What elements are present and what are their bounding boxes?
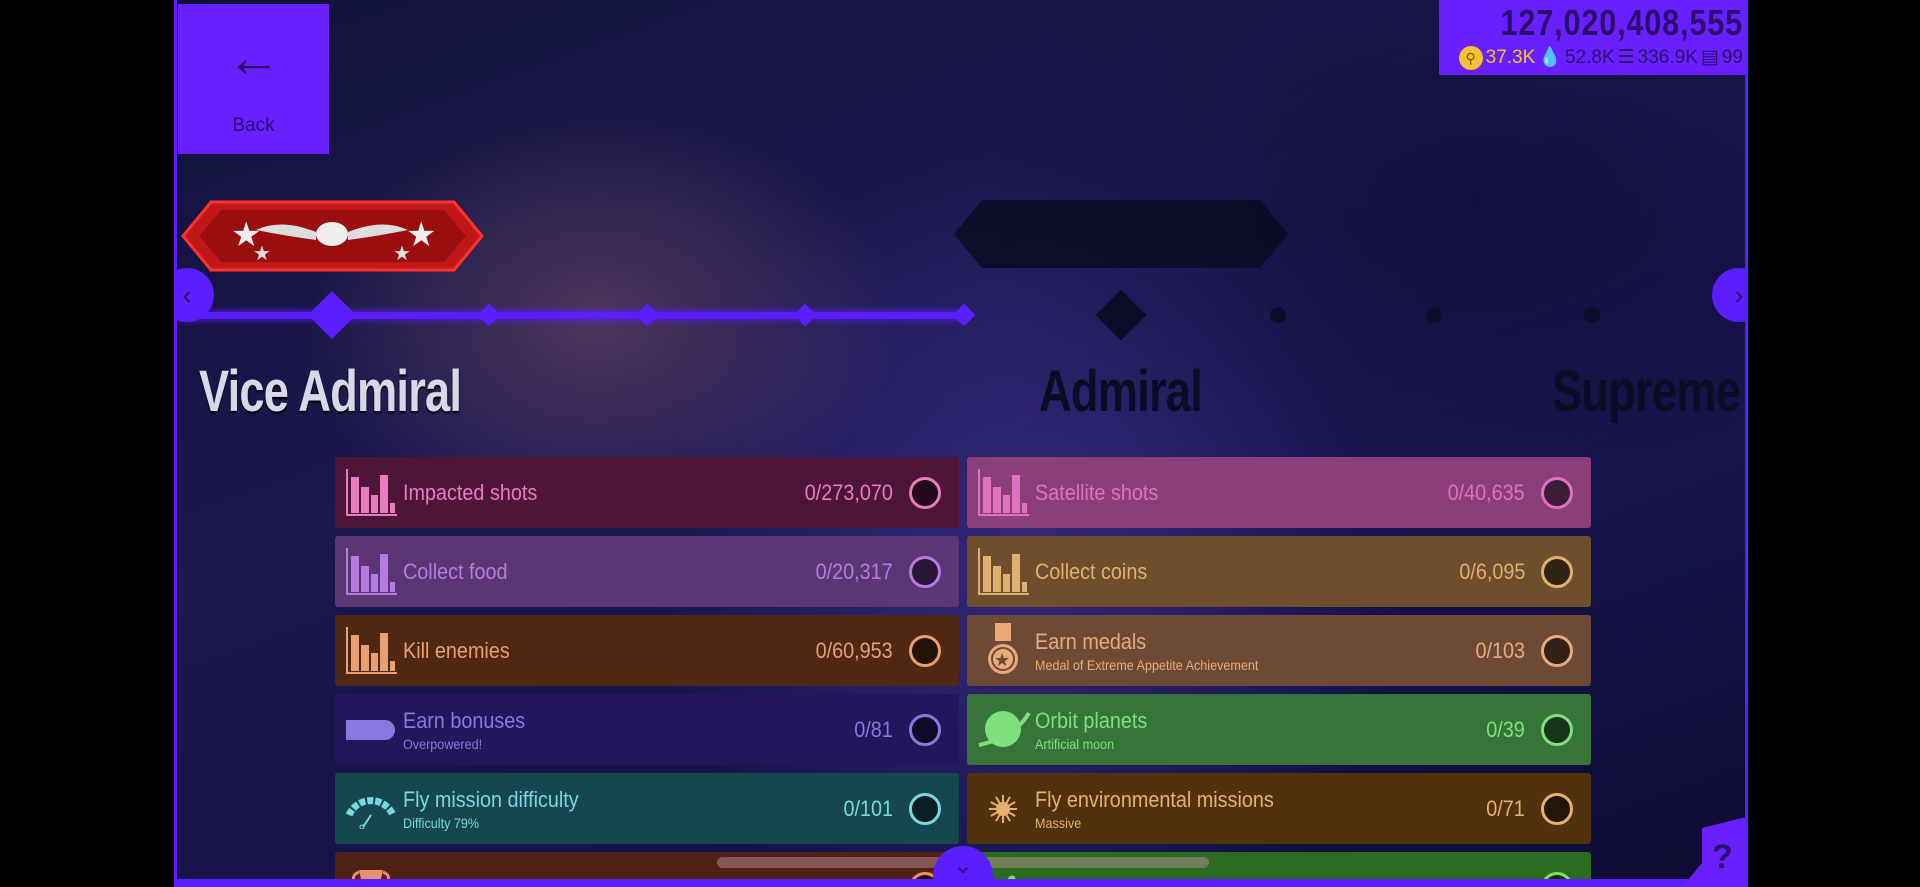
mission-subtitle: Massive [1035,814,1082,831]
mission-title: Earn medals [1035,628,1147,654]
drop-icon: 💧 [1538,47,1562,68]
mission-title: Impacted shots [403,479,538,505]
mission-card[interactable]: Impacted shots 0/273,070 [335,457,959,528]
currency-panel: 127,020,408,555 ⚲ 37.3K 💧 52.8K ☰ 336.9K ▤ 9… [1439,0,1745,75]
mission-title: Orbit planets [1035,707,1148,733]
mission-title: Earn bonuses [403,707,526,733]
mission-progress: 0/6,095 [1458,558,1525,584]
pill-bar-icon [343,702,399,758]
planet-icon [975,702,1031,758]
mission-card[interactable]: ★ Earn medals Medal of Extreme Appetite A… [967,615,1591,686]
next-rank-title: Admiral [1039,359,1203,424]
mission-subtitle: Medal of Extreme Appetite Achievement [1035,656,1259,673]
back-button[interactable]: ← Back [178,4,329,154]
mission-card[interactable]: Fly environmental missions Massive 0/71 [967,773,1591,844]
food-count: 336.9K [1637,47,1698,68]
vice-admiral-rank-badge: ★ ★ ★ ★ [181,200,484,272]
sun-icon [975,781,1031,837]
mission-card[interactable]: Fly mission difficulty Difficulty 79% 0/1… [335,773,959,844]
completion-circle-icon [1541,634,1573,667]
mission-progress: 0/273,070 [804,479,893,505]
completion-circle-icon [909,555,941,588]
completion-circle-icon [1541,476,1573,509]
mission-progress: 0/81 [854,716,893,742]
mission-progress: 0/101 [843,795,893,821]
rank-milestone-marker [307,290,357,340]
progress-step-marker [635,303,659,327]
mission-progress: 0/60,953 [815,637,893,663]
completion-circle-icon [1541,792,1573,825]
bar-chart-icon [343,623,399,679]
drops-count: 52.8K [1564,47,1615,68]
chevron-down-icon: ⌄ [952,852,974,879]
mission-subtitle: Difficulty 79% [403,814,480,831]
svg-text:★: ★ [406,216,436,254]
svg-text:★: ★ [231,216,261,254]
medal-icon: ★ [975,622,1031,679]
total-score: 127,020,408,555 [1500,2,1743,43]
admiral-rank-badge-locked [954,200,1288,268]
mission-card[interactable]: Collect coins 0/6,095 [967,536,1591,607]
arrow-left-icon: ← [226,28,281,88]
cards-icon: ▤ [1700,47,1719,68]
progress-step-marker [793,303,817,327]
back-label: Back [232,115,275,136]
mission-progress: 0/71 [1486,795,1525,821]
mission-progress: 0/103 [1475,637,1525,663]
bar-chart-icon [975,544,1031,600]
future-rank-title: Supreme [1552,359,1741,424]
progress-step-marker-locked [1580,303,1604,327]
rank-progress-track [177,312,964,319]
help-button[interactable]: ? [1682,818,1748,887]
bar-chart-icon [343,544,399,600]
mission-title: Fly mission difficulty [403,786,579,812]
rank-milestone-marker-locked [1095,289,1147,341]
completion-circle-icon [1541,555,1573,588]
progress-step-marker-locked [1422,303,1446,327]
mission-subtitle: Artificial moon [1035,735,1115,752]
mission-card[interactable]: Collect food 0/20,317 [335,536,959,607]
mission-progress: 0/20,317 [815,558,893,584]
completion-circle-icon [909,792,941,825]
mission-title: Collect coins [1035,558,1148,584]
game-screen: ← Back 127,020,408,555 ⚲ 37.3K 💧 52.8K ☰ 33… [174,0,1748,887]
svg-text:★: ★ [393,243,411,265]
mission-progress: 0/40,635 [1447,479,1525,505]
mission-subtitle: Overpowered! [403,735,483,752]
mission-card[interactable]: Orbit planets Artificial moon 0/39 [967,694,1591,765]
mission-card[interactable]: Earn bonuses Overpowered! 0/81 [335,694,959,765]
key-icon: ⚲ [1458,46,1483,70]
burger-icon: ☰ [1617,47,1635,68]
next-rank-button[interactable]: › [1712,268,1745,322]
keys-count: 37.3K [1485,47,1536,68]
mission-title: Fly environmental missions [1035,786,1274,812]
svg-text:★: ★ [253,243,271,265]
progress-step-marker [952,303,976,327]
svg-text:?: ? [1712,838,1733,876]
completion-circle-icon [909,713,941,746]
mission-progress: 0/39 [1486,716,1525,742]
mission-title: Kill enemies [403,637,510,663]
mission-title: Satellite shots [1035,479,1159,505]
cards-count: 99 [1721,47,1743,68]
progress-step-marker-locked [1266,303,1290,327]
scroll-down-button[interactable]: ⌄ [933,846,993,887]
completion-circle-icon [909,476,941,509]
bar-chart-icon [343,465,399,521]
mission-card[interactable]: Satellite shots 0/40,635 [967,457,1591,528]
completion-circle-icon [1541,713,1573,746]
chevron-left-icon: ‹ [182,279,192,310]
bar-chart-icon [975,465,1031,521]
chevron-right-icon: › [1734,279,1744,310]
completion-circle-icon [909,634,941,667]
current-rank-title: Vice Admiral [199,359,462,424]
mission-title: Collect food [403,558,508,584]
gauge-icon [343,781,399,837]
mission-card[interactable]: Kill enemies 0/60,953 [335,615,959,686]
progress-step-marker [477,303,501,327]
svg-text:★: ★ [994,650,1010,670]
